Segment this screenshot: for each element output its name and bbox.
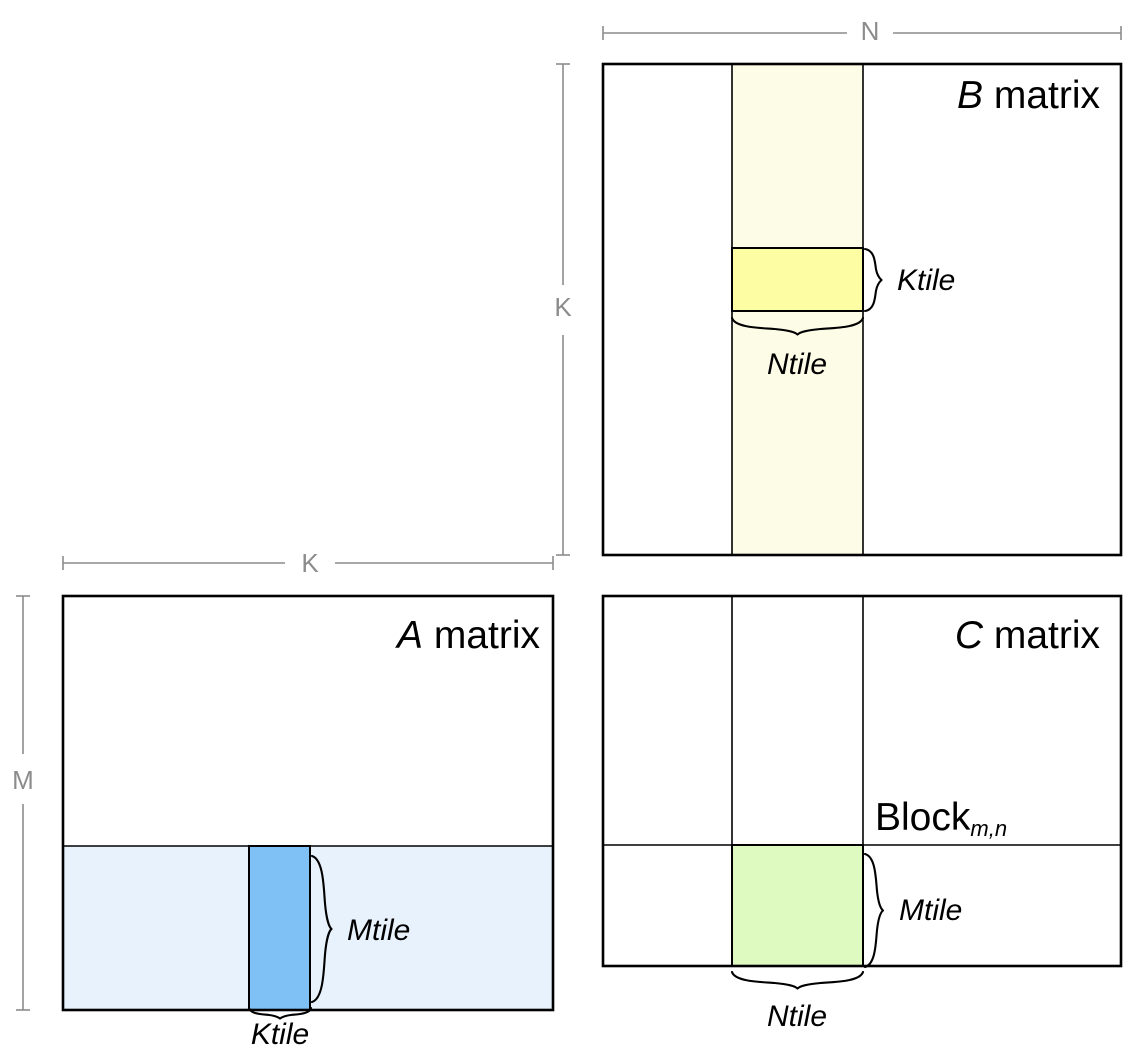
svg-text:Ktile: Ktile <box>897 264 955 297</box>
svg-text:B matrix: B matrix <box>957 74 1101 117</box>
svg-text:Ktile: Ktile <box>251 1018 309 1050</box>
svg-text:Mtile: Mtile <box>347 914 410 947</box>
svg-text:Mtile: Mtile <box>899 894 962 927</box>
svg-text:N: N <box>861 16 880 46</box>
svg-text:A matrix: A matrix <box>395 614 541 657</box>
svg-text:C matrix: C matrix <box>955 614 1101 657</box>
svg-text:Ntile: Ntile <box>767 348 827 381</box>
svg-text:K: K <box>554 292 572 322</box>
svg-text:M: M <box>12 765 34 795</box>
svg-text:K: K <box>301 548 319 578</box>
svg-text:Ntile: Ntile <box>767 1000 827 1033</box>
